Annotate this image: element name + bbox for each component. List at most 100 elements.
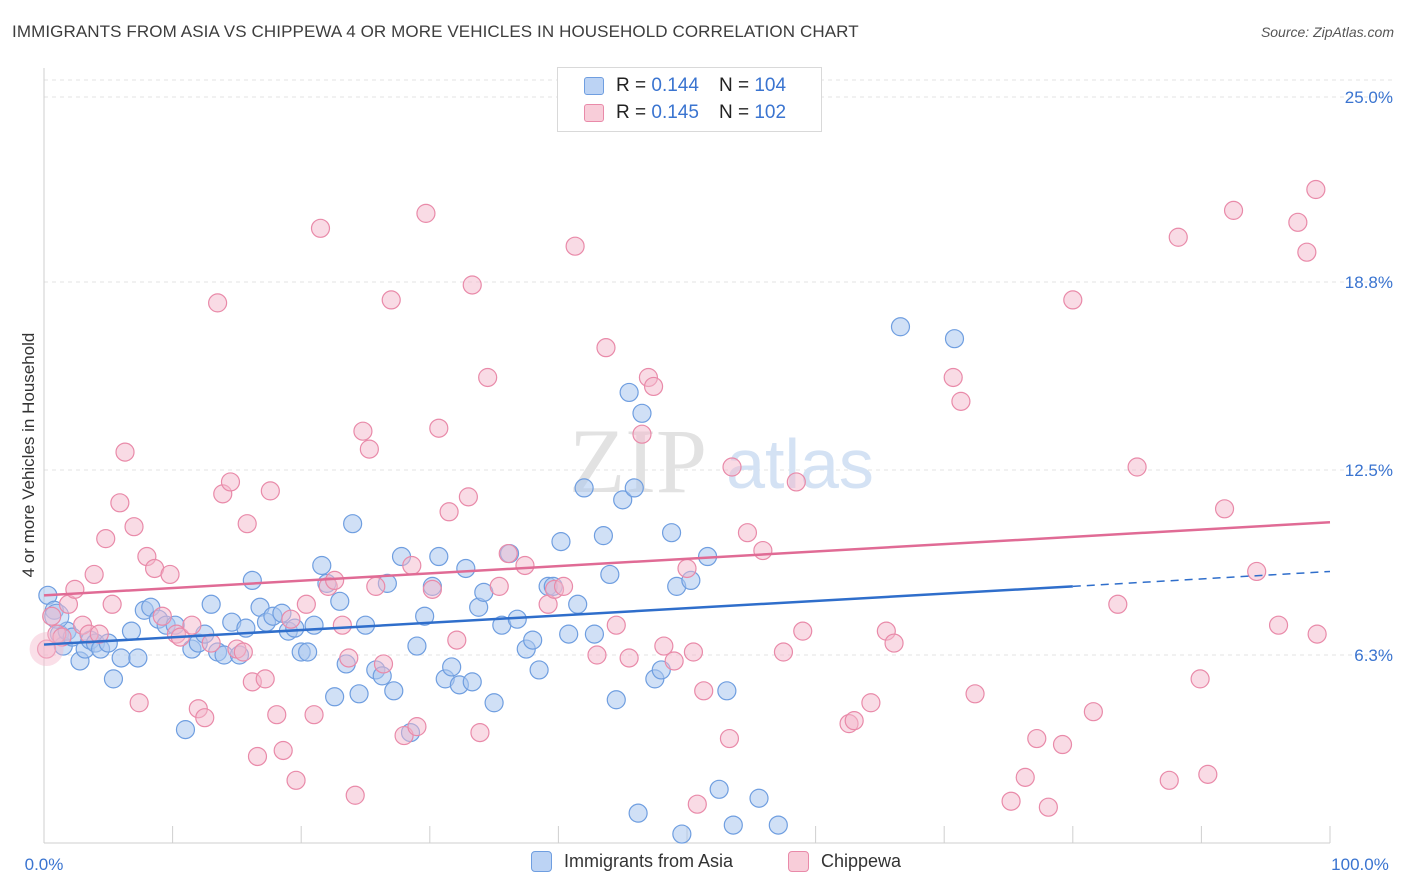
data-point-chippewa xyxy=(429,418,449,438)
data-point-immigrants-from-asia xyxy=(600,564,620,585)
data-point-immigrants-from-asia xyxy=(551,532,571,552)
data-point-immigrants-from-asia xyxy=(709,779,729,799)
data-point-immigrants-from-asia xyxy=(717,681,737,701)
data-point-chippewa xyxy=(1127,457,1147,477)
data-point-chippewa xyxy=(345,785,365,805)
data-point-chippewa xyxy=(884,633,904,653)
series-chippewa xyxy=(29,179,1327,817)
legend-row-asia: R = 0.144 N = 104 xyxy=(584,74,786,98)
data-point-chippewa xyxy=(786,472,806,492)
data-point-chippewa xyxy=(52,627,72,647)
data-point-immigrants-from-asia xyxy=(574,478,594,498)
data-point-immigrants-from-asia xyxy=(111,648,131,668)
data-point-immigrants-from-asia xyxy=(325,687,345,707)
data-point-immigrants-from-asia xyxy=(628,803,648,823)
axes xyxy=(43,68,1331,844)
data-point-chippewa xyxy=(1015,767,1035,787)
data-point-chippewa xyxy=(296,594,316,614)
legend-swatch-blue xyxy=(531,851,552,872)
chart-title: IMMIGRANTS FROM ASIA VS CHIPPEWA 4 OR MO… xyxy=(12,22,859,41)
data-point-immigrants-from-asia xyxy=(298,642,318,662)
data-point-immigrants-from-asia xyxy=(330,591,350,611)
data-point-chippewa xyxy=(861,693,881,713)
data-point-chippewa xyxy=(373,654,394,674)
legend-r-label: R = xyxy=(616,102,647,123)
data-point-chippewa xyxy=(951,391,971,411)
y-axis-label: 4 or more Vehicles in Household xyxy=(19,333,38,578)
x-tick-label: 100.0% xyxy=(1331,855,1389,874)
legend-label: Chippewa xyxy=(821,851,902,871)
data-point-chippewa xyxy=(1306,179,1326,200)
data-point-chippewa xyxy=(1001,791,1021,811)
data-point-immigrants-from-asia xyxy=(407,636,427,656)
data-point-immigrants-from-asia xyxy=(442,657,462,677)
data-point-chippewa xyxy=(515,555,535,576)
data-point-chippewa xyxy=(124,517,144,537)
data-point-chippewa xyxy=(366,576,386,596)
data-point-chippewa xyxy=(1297,242,1317,262)
legend-item-chippewa: Chippewa xyxy=(788,851,901,872)
data-point-chippewa xyxy=(1027,728,1047,749)
data-point-chippewa xyxy=(606,615,626,635)
data-point-chippewa xyxy=(152,606,172,626)
trend-line-immigrants-from-asia xyxy=(43,585,1073,646)
data-point-immigrants-from-asia xyxy=(523,630,543,650)
data-point-chippewa xyxy=(201,633,221,653)
data-point-chippewa xyxy=(1038,797,1058,817)
data-point-chippewa xyxy=(247,746,268,767)
legend-row-chippewa: R = 0.145 N = 102 xyxy=(584,101,786,125)
stats-legend: R = 0.144 N = 104 R = 0.145 N = 102 xyxy=(557,67,822,132)
data-point-chippewa xyxy=(65,579,85,599)
y-tick-label: 25.0% xyxy=(1345,88,1393,107)
data-point-chippewa xyxy=(260,481,280,501)
data-point-chippewa xyxy=(722,457,742,477)
data-point-chippewa xyxy=(281,609,301,629)
legend-n-value: 102 xyxy=(754,102,787,123)
data-point-immigrants-from-asia xyxy=(672,824,692,844)
data-point-chippewa xyxy=(1214,499,1235,519)
data-point-chippewa xyxy=(643,376,664,397)
data-point-immigrants-from-asia xyxy=(349,684,369,704)
legend-r-label: R = xyxy=(616,75,647,96)
data-point-chippewa xyxy=(273,740,293,761)
data-point-immigrants-from-asia xyxy=(415,606,435,626)
data-point-chippewa xyxy=(1288,212,1308,232)
y-tick-label: 18.8% xyxy=(1345,273,1393,292)
data-point-chippewa xyxy=(1159,770,1179,790)
legend-r-value: 0.144 xyxy=(651,75,699,96)
data-point-immigrants-from-asia xyxy=(484,693,504,713)
source-credit: Source: ZipAtlas.com xyxy=(1260,24,1394,40)
data-point-chippewa xyxy=(195,708,215,728)
data-point-immigrants-from-asia xyxy=(242,570,262,591)
legend-n-label: N = xyxy=(718,102,750,123)
x-tick-label: 0.0% xyxy=(25,855,64,874)
data-point-immigrants-from-asia xyxy=(121,621,142,641)
data-point-chippewa xyxy=(1223,200,1244,220)
data-point-chippewa xyxy=(462,275,482,295)
data-point-chippewa xyxy=(402,555,422,576)
data-point-immigrants-from-asia xyxy=(890,317,911,337)
data-point-immigrants-from-asia xyxy=(456,558,476,579)
data-point-chippewa xyxy=(255,669,275,689)
data-point-immigrants-from-asia xyxy=(613,490,633,510)
legend-r-value: 0.145 xyxy=(651,102,699,123)
data-point-chippewa xyxy=(220,472,241,492)
legend-swatch-pink xyxy=(584,104,604,122)
data-point-chippewa xyxy=(943,367,963,388)
data-point-chippewa xyxy=(773,642,794,662)
data-point-chippewa xyxy=(29,632,64,667)
data-point-chippewa xyxy=(96,529,116,549)
data-point-chippewa xyxy=(129,693,149,713)
data-point-chippewa xyxy=(416,203,436,223)
tick-labels: 6.3% 12.5% 18.8% 25.0% 0.0% 100.0% xyxy=(25,88,1393,874)
data-point-chippewa xyxy=(332,615,352,635)
data-point-immigrants-from-asia xyxy=(624,478,644,498)
legend-n-value: 104 xyxy=(754,75,787,96)
data-point-chippewa xyxy=(1052,734,1073,755)
data-point-immigrants-from-asia xyxy=(429,546,449,567)
data-point-chippewa xyxy=(439,502,459,522)
data-point-chippewa xyxy=(1268,615,1289,635)
data-point-immigrants-from-asia xyxy=(175,720,196,740)
data-point-chippewa xyxy=(632,424,652,444)
